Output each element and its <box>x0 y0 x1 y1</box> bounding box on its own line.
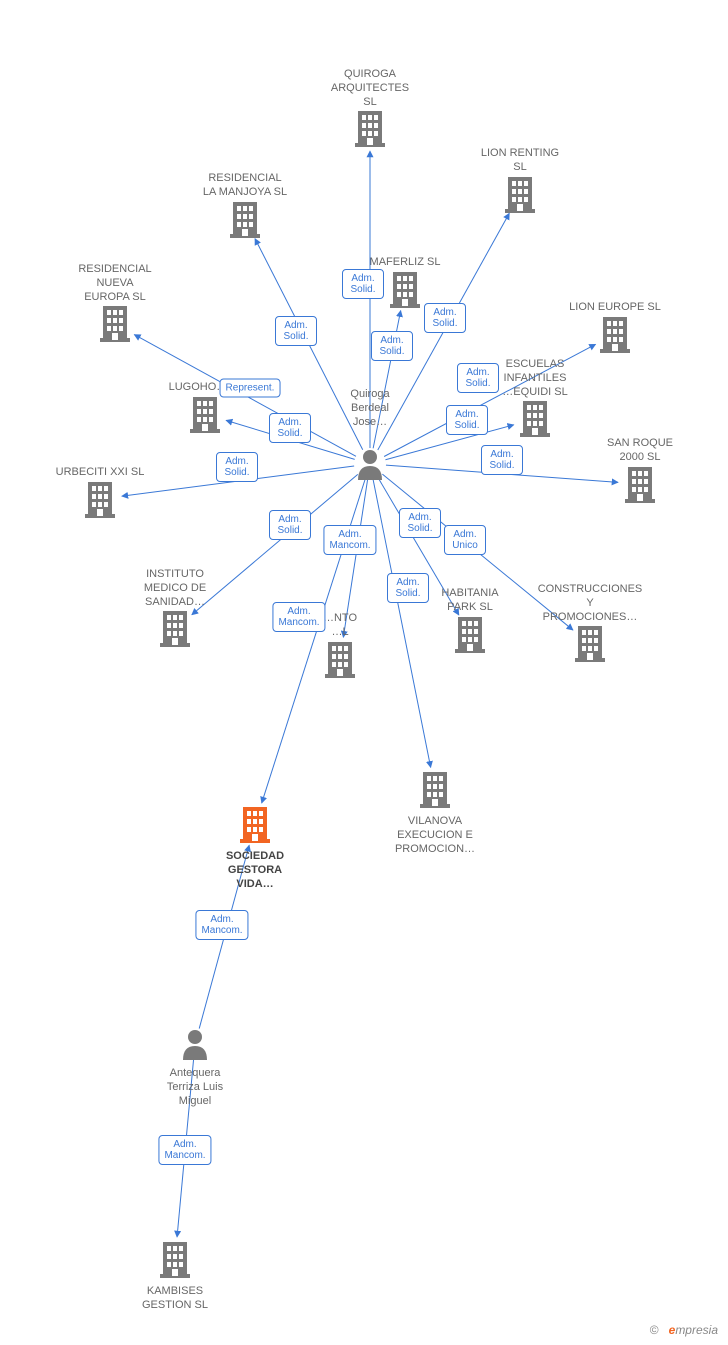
brand-rest: mpresia <box>675 1323 718 1337</box>
company-label: RESIDENCIAL NUEVA EUROPA SL <box>55 263 175 304</box>
company-node-residencial_nueva[interactable]: RESIDENCIAL NUEVA EUROPA SL <box>55 261 175 347</box>
edge-label: Adm. Mancom. <box>195 910 248 940</box>
building-icon <box>623 465 657 508</box>
edge-label: Adm. Solid. <box>387 573 429 603</box>
company-label: SOCIEDAD GESTORA VIDA… <box>195 850 315 891</box>
building-icon <box>418 770 452 813</box>
company-node-sociedad[interactable]: SOCIEDAD GESTORA VIDA… <box>195 805 315 891</box>
edge-label: Adm. Solid. <box>399 508 441 538</box>
company-label: LION EUROPE SL <box>555 301 675 315</box>
company-label: KAMBISES GESTION SL <box>115 1285 235 1313</box>
building-icon <box>353 109 387 152</box>
copyright-symbol: © <box>650 1323 659 1337</box>
building-icon <box>158 609 192 652</box>
company-label: INSTITUTO MEDICO DE SANIDAD… <box>115 568 235 609</box>
company-node-vilanova[interactable]: VILANOVA EXECUCION E PROMOCION… <box>375 770 495 856</box>
person-node-antequera[interactable]: Antequera Terriza Luis Miguel <box>135 1028 255 1108</box>
company-node-san_roque[interactable]: SAN ROQUE 2000 SL <box>580 435 700 508</box>
person-icon <box>180 1028 210 1065</box>
edge-label: Represent. <box>220 379 281 398</box>
company-node-instituto[interactable]: INSTITUTO MEDICO DE SANIDAD… <box>115 566 235 652</box>
building-icon <box>598 315 632 358</box>
person-node-quiroga[interactable] <box>310 448 430 485</box>
company-label: URBECITI XXI SL <box>40 466 160 480</box>
company-label: LION RENTING SL <box>460 147 580 175</box>
company-node-residencial_manjoya[interactable]: RESIDENCIAL LA MANJOYA SL <box>185 170 305 243</box>
edge-label: Adm. Mancom. <box>323 525 376 555</box>
person-icon <box>355 448 385 485</box>
building-icon <box>83 480 117 523</box>
building-icon <box>238 805 272 848</box>
credit: © empresia <box>650 1323 718 1337</box>
company-label: QUIROGA ARQUITECTES SL <box>310 68 430 109</box>
company-node-kambises[interactable]: KAMBISES GESTION SL <box>115 1240 235 1313</box>
company-label: RESIDENCIAL LA MANJOYA SL <box>185 172 305 200</box>
company-label: CONSTRUCCIONES Y PROMOCIONES… <box>530 583 650 624</box>
building-icon <box>503 175 537 218</box>
company-node-lion_renting[interactable]: LION RENTING SL <box>460 145 580 218</box>
edge-label: Adm. Solid. <box>275 316 317 346</box>
edge-label: Adm. Solid. <box>424 303 466 333</box>
building-icon <box>98 304 132 347</box>
edge-label: Adm. Solid. <box>481 445 523 475</box>
building-icon <box>323 640 357 683</box>
edge-label: Adm. Mancom. <box>158 1135 211 1165</box>
edge-label: Adm. Solid. <box>371 331 413 361</box>
building-icon <box>188 395 222 438</box>
building-icon <box>388 270 422 313</box>
building-icon <box>573 624 607 667</box>
edge-label: Adm. Unico <box>444 525 486 555</box>
building-icon <box>228 200 262 243</box>
edge-label: Adm. Solid. <box>342 269 384 299</box>
company-node-lion_europe[interactable]: LION EUROPE SL <box>555 299 675 358</box>
edge-label: Adm. Solid. <box>216 452 258 482</box>
building-icon <box>453 615 487 658</box>
building-icon <box>518 399 552 442</box>
company-label: VILANOVA EXECUCION E PROMOCION… <box>375 815 495 856</box>
edge-label: Adm. Solid. <box>269 510 311 540</box>
company-node-construcciones[interactable]: CONSTRUCCIONES Y PROMOCIONES… <box>530 581 650 667</box>
company-node-urbeciti[interactable]: URBECITI XXI SL <box>40 464 160 523</box>
edge-label: Adm. Solid. <box>457 363 499 393</box>
edge-label: Adm. Solid. <box>446 405 488 435</box>
person-label: Antequera Terriza Luis Miguel <box>135 1067 255 1108</box>
person-label: Quiroga Berdeal Jose… <box>330 388 410 429</box>
edge-label: Adm. Solid. <box>269 413 311 443</box>
company-label: SAN ROQUE 2000 SL <box>580 437 700 465</box>
edge-label: Adm. Mancom. <box>272 602 325 632</box>
company-label: MAFERLIZ SL <box>345 256 465 270</box>
building-icon <box>158 1240 192 1283</box>
company-node-quiroga_arq[interactable]: QUIROGA ARQUITECTES SL <box>310 66 430 152</box>
